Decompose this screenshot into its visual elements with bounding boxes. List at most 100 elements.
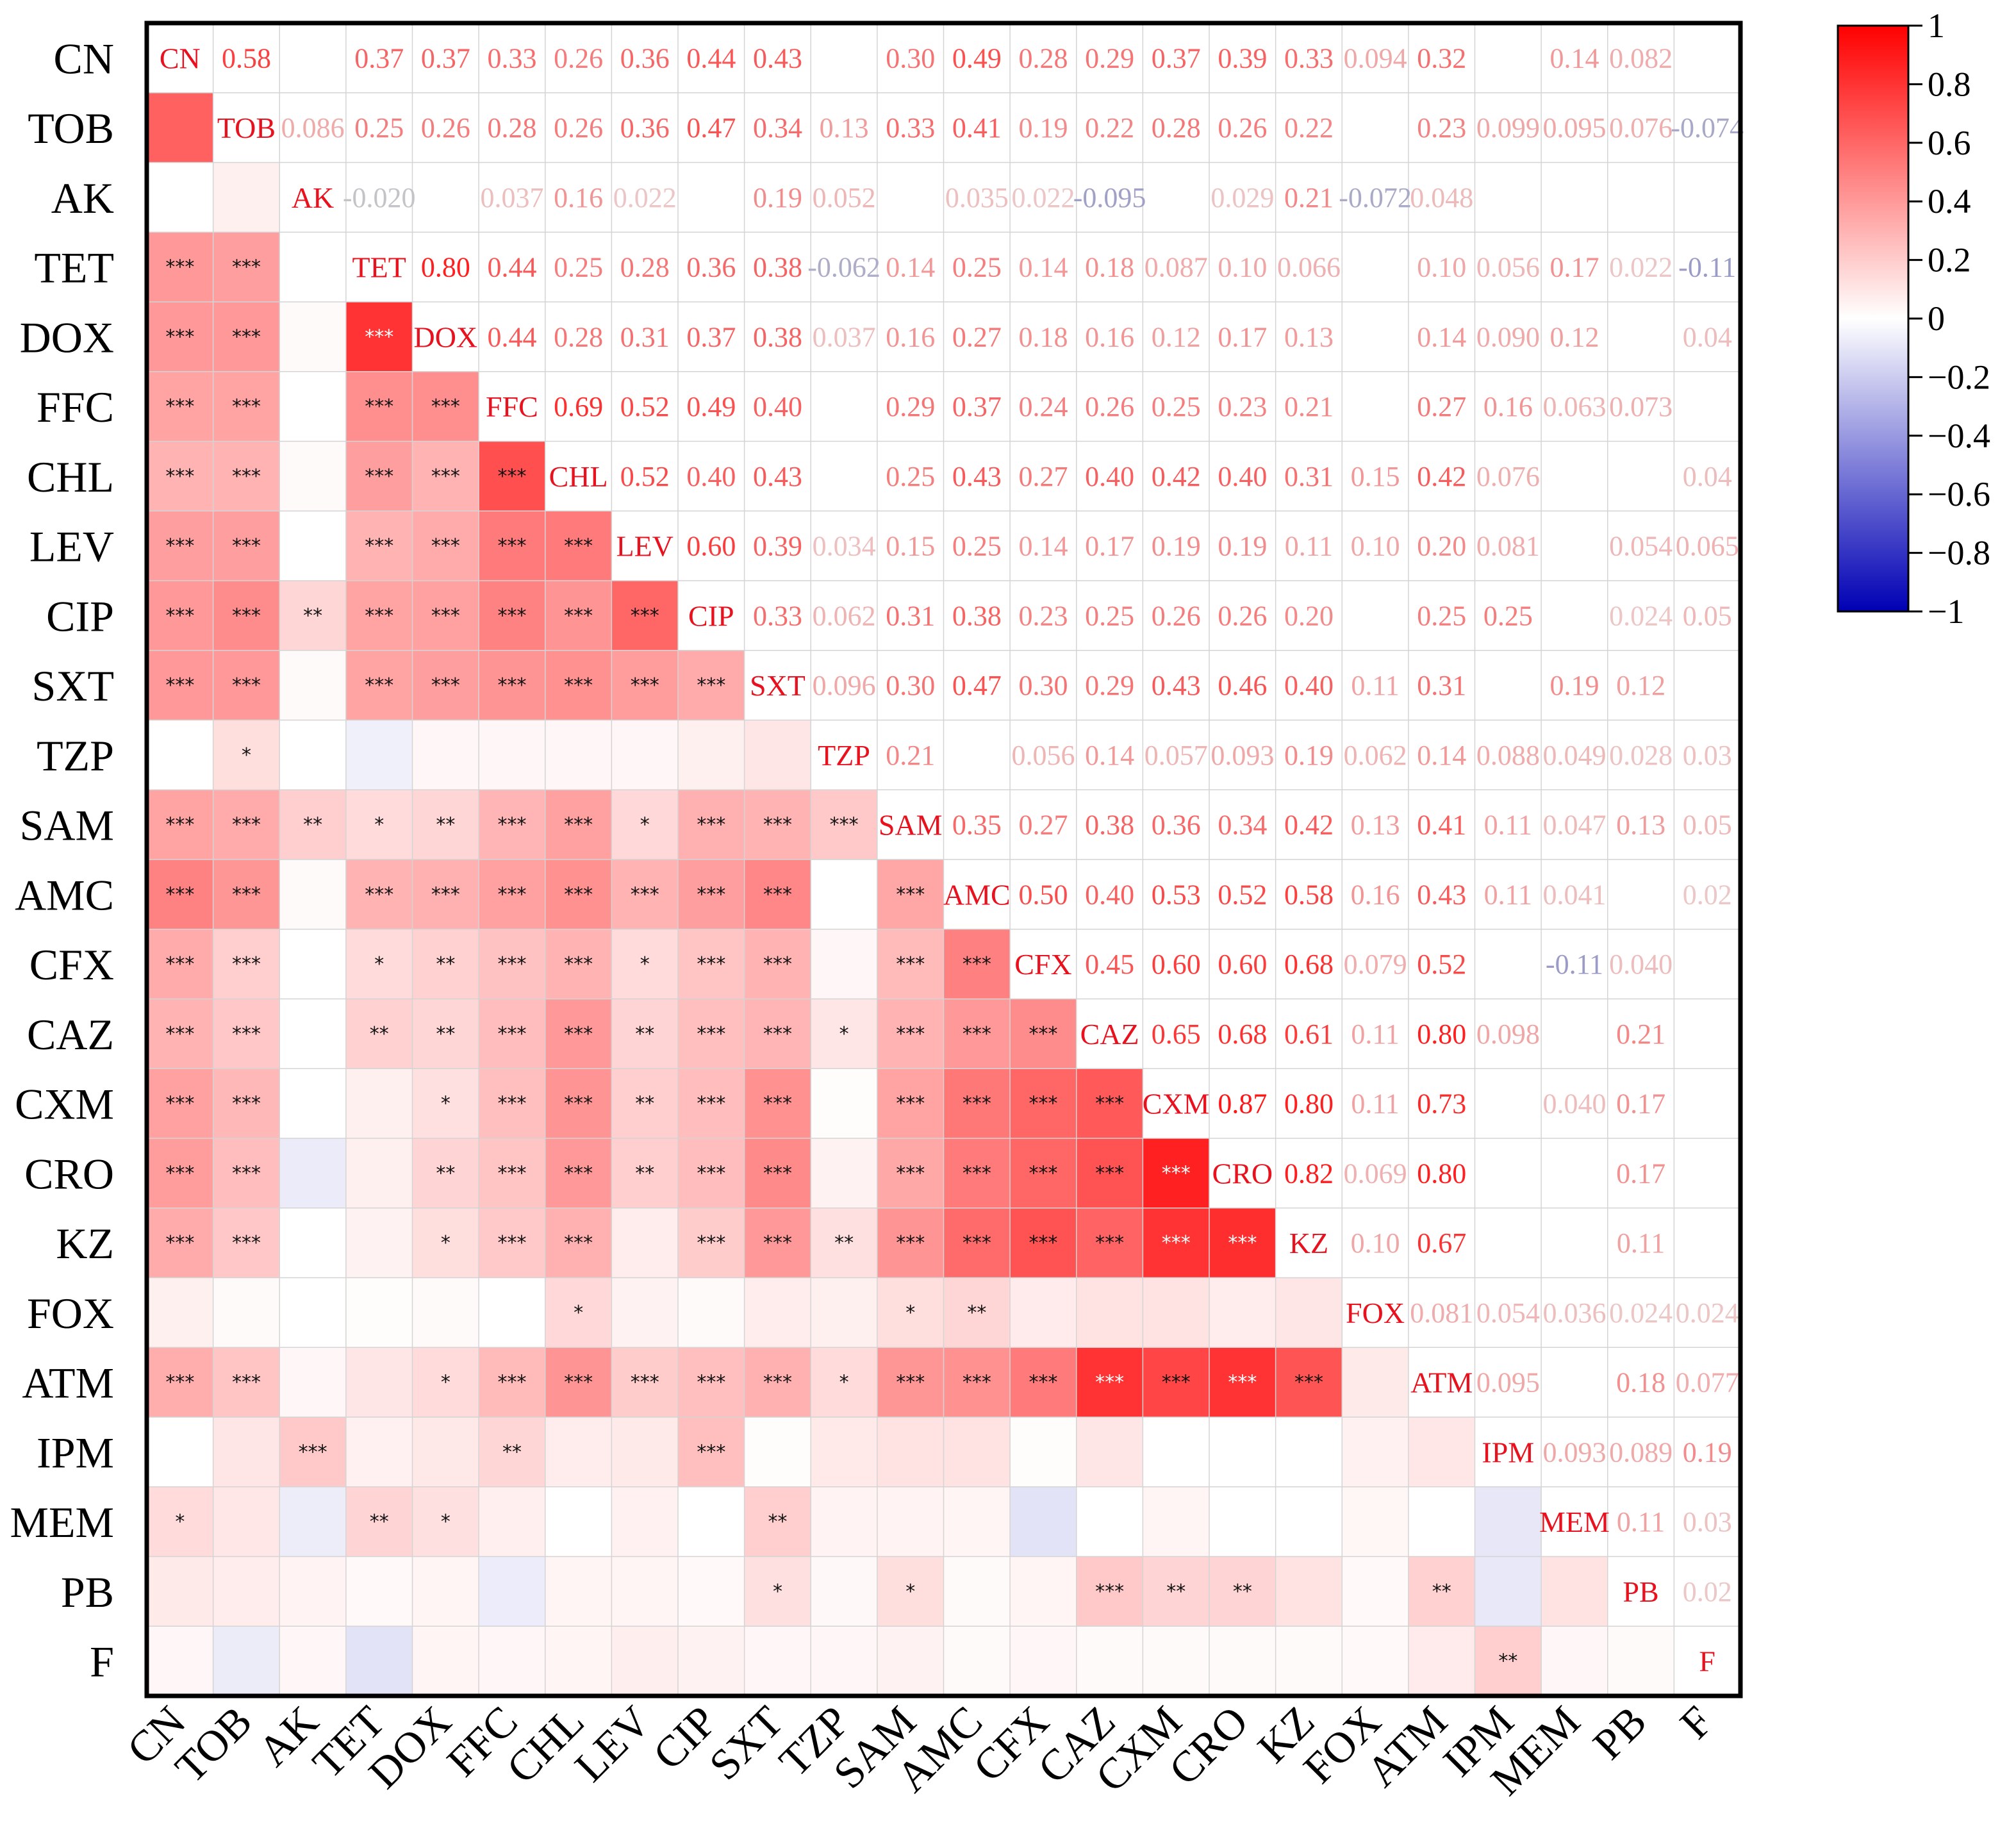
lower-cell-TOB-CN xyxy=(147,92,213,163)
lower-cell-KZ-DOX xyxy=(412,1208,479,1278)
lower-cell-LEV-CHL xyxy=(545,511,612,581)
coef-FOX-ATM: 0.081 xyxy=(1410,1297,1473,1329)
coef-CAZ-IPM: 0.098 xyxy=(1476,1018,1540,1050)
coef-CHL-F: 0.04 xyxy=(1683,461,1732,492)
coef-KZ-ATM: 0.67 xyxy=(1417,1227,1466,1259)
coef-TET-KZ: 0.066 xyxy=(1277,252,1341,283)
colorbar-tick-label: 0 xyxy=(1928,299,1945,338)
coef-CFX-CXM: 0.60 xyxy=(1152,949,1201,980)
coef-AMC-IPM: 0.11 xyxy=(1484,879,1532,910)
lower-cell-CXM-TET xyxy=(345,1068,413,1138)
lower-cell-ATM-CFX xyxy=(1010,1347,1077,1417)
significance-stars: *** xyxy=(497,953,526,976)
lower-cell-FFC-DOX xyxy=(412,371,479,442)
coef-FFC-CXM: 0.25 xyxy=(1152,391,1201,422)
lower-cell-PB-SAM xyxy=(877,1556,944,1627)
diagonal-label-KZ: KZ xyxy=(1289,1227,1328,1259)
diagonal-label-IPM: IPM xyxy=(1482,1436,1534,1468)
coef-FFC-CHL: 0.69 xyxy=(554,391,603,422)
coef-CXM-CRO: 0.87 xyxy=(1218,1088,1267,1120)
lower-cell-IPM-ATM xyxy=(1408,1417,1475,1487)
significance-stars: *** xyxy=(165,604,194,627)
coef-TOB-CXM: 0.28 xyxy=(1152,112,1201,144)
lower-cell-IPM-CFX xyxy=(1010,1417,1077,1487)
coef-CN-SXT: 0.43 xyxy=(753,42,802,74)
significance-stars: *** xyxy=(232,535,261,558)
significance-stars: ** xyxy=(1432,1581,1451,1603)
coef-CN-ATM: 0.32 xyxy=(1417,42,1466,74)
colorbar-tick-label: 0.6 xyxy=(1928,124,1971,162)
coef-DOX-LEV: 0.31 xyxy=(620,321,670,353)
row-label-CIP: CIP xyxy=(46,592,114,640)
coef-TOB-PB: 0.076 xyxy=(1609,112,1673,144)
coef-CIP-F: 0.05 xyxy=(1683,600,1732,631)
significance-stars: *** xyxy=(1095,1093,1124,1115)
coef-FFC-LEV: 0.52 xyxy=(620,391,670,422)
lower-cell-F-TET xyxy=(345,1626,413,1696)
lower-cell-MEM-DOX xyxy=(412,1486,479,1557)
lower-cell-KZ-SAM xyxy=(877,1208,944,1278)
lower-cell-TZP-TET xyxy=(345,720,413,790)
diagonal-label-ATM: ATM xyxy=(1410,1366,1473,1399)
coef-FFC-CAZ: 0.26 xyxy=(1085,391,1134,422)
significance-stars: *** xyxy=(1029,1093,1057,1115)
coef-DOX-CRO: 0.17 xyxy=(1218,321,1267,353)
significance-stars: *** xyxy=(963,1023,991,1045)
coef-TOB-LEV: 0.36 xyxy=(620,112,670,144)
lower-cell-KZ-CFX xyxy=(1010,1208,1077,1278)
diagonal-label-FOX: FOX xyxy=(1346,1297,1405,1329)
row-label-CFX: CFX xyxy=(29,940,114,989)
significance-stars: ** xyxy=(834,1232,854,1254)
coef-LEV-CRO: 0.19 xyxy=(1218,531,1267,562)
lower-cell-SXT-CHL xyxy=(545,650,612,720)
diagonal-label-LEV: LEV xyxy=(616,530,673,563)
coef-AMC-CRO: 0.52 xyxy=(1218,879,1267,910)
significance-stars: *** xyxy=(1095,1372,1124,1394)
coef-AK-CHL: 0.16 xyxy=(554,182,603,213)
coef-DOX-ATM: 0.14 xyxy=(1417,321,1466,353)
lower-cell-MEM-TZP xyxy=(811,1486,877,1557)
significance-stars: ** xyxy=(635,1023,654,1045)
coef-SAM-MEM: 0.047 xyxy=(1542,810,1606,841)
significance-stars: *** xyxy=(232,256,261,279)
column-labels: CNTOBAKTETDOXFFCCHLLEVCIPSXTTZPSAMAMCCFX… xyxy=(117,1697,1722,1805)
lower-cell-CXM-AMC xyxy=(943,1068,1011,1138)
coef-SAM-FOX: 0.13 xyxy=(1351,810,1400,841)
lower-cell-F-AK xyxy=(279,1626,346,1696)
significance-stars: ** xyxy=(303,814,322,836)
significance-stars: * xyxy=(242,744,251,767)
lower-cell-PB-CRO xyxy=(1209,1556,1276,1627)
significance-stars: *** xyxy=(763,883,792,906)
coef-CIP-CFX: 0.23 xyxy=(1018,600,1068,631)
coef-TOB-MEM: 0.095 xyxy=(1542,112,1606,144)
significance-stars: *** xyxy=(232,395,261,418)
coef-AK-SXT: 0.19 xyxy=(753,182,802,213)
lower-cell-FOX-FFC xyxy=(479,1277,545,1348)
coef-CHL-SXT: 0.43 xyxy=(753,461,802,492)
lower-cell-F-CFX xyxy=(1010,1626,1077,1696)
significance-stars: *** xyxy=(564,535,593,558)
coef-SXT-FOX: 0.11 xyxy=(1351,670,1399,701)
coef-CXM-MEM: 0.040 xyxy=(1542,1088,1606,1120)
lower-cell-F-ATM xyxy=(1408,1626,1475,1696)
coef-CIP-PB: 0.024 xyxy=(1609,600,1673,631)
lower-cell-FOX-AMC xyxy=(943,1277,1011,1348)
coef-FFC-CIP: 0.49 xyxy=(686,391,736,422)
lower-cell-F-LEV xyxy=(611,1626,678,1696)
lower-cell-IPM-SXT xyxy=(744,1417,811,1487)
lower-cell-ATM-CIP xyxy=(678,1347,745,1417)
lower-cell-IPM-TET xyxy=(345,1417,413,1487)
lower-cell-CXM-CFX xyxy=(1010,1068,1077,1138)
significance-stars: *** xyxy=(564,953,593,976)
lower-cell-ATM-SAM xyxy=(877,1347,944,1417)
lower-cell-F-CN xyxy=(147,1626,213,1696)
coef-LEV-SXT: 0.39 xyxy=(753,531,802,562)
lower-cell-FOX-CIP xyxy=(678,1277,745,1348)
colorbar-tick-label: 1 xyxy=(1928,6,1945,45)
coef-CFX-CAZ: 0.45 xyxy=(1085,949,1134,980)
lower-cell-F-CAZ xyxy=(1076,1626,1143,1696)
coef-TOB-AK: 0.086 xyxy=(281,112,345,144)
significance-stars: *** xyxy=(896,1093,925,1115)
coef-CIP-IPM: 0.25 xyxy=(1483,600,1533,631)
significance-stars: *** xyxy=(497,1372,526,1394)
